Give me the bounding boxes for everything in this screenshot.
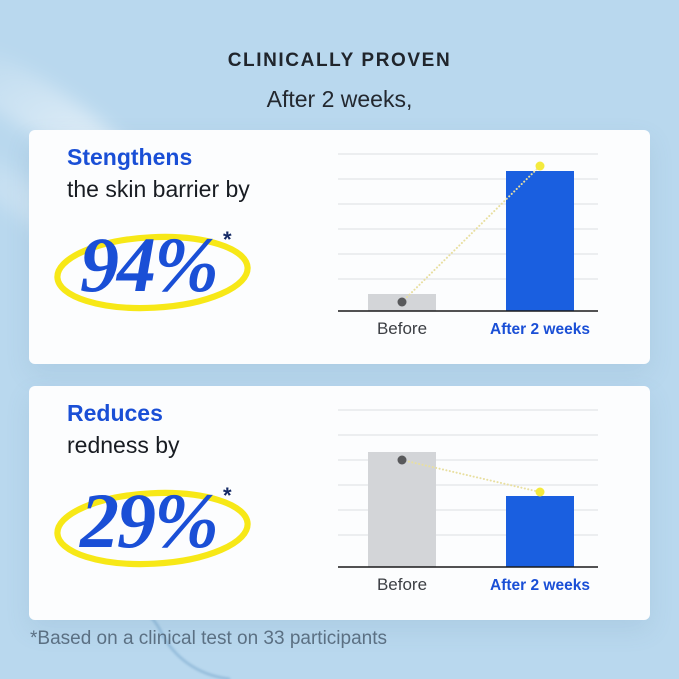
svg-text:After 2 weeks: After 2 weeks xyxy=(490,321,590,338)
svg-text:After 2 weeks: After 2 weeks xyxy=(490,577,590,594)
svg-text:Before: Before xyxy=(377,575,427,594)
svg-text:Before: Before xyxy=(377,319,427,338)
